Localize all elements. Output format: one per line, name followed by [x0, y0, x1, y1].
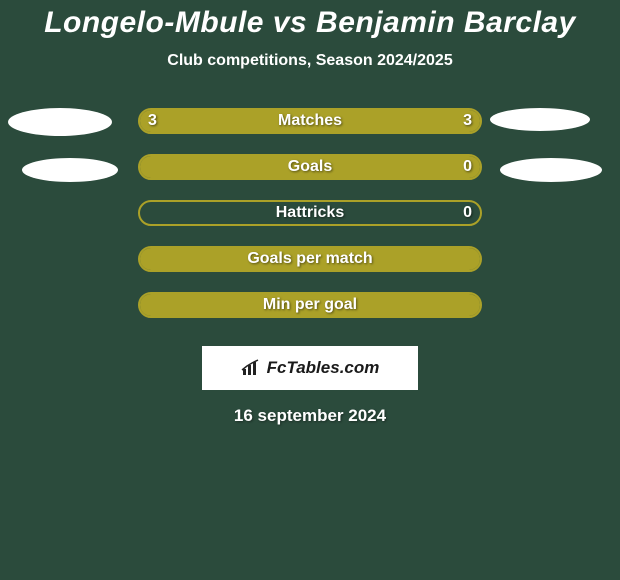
stat-row: Goals0 [0, 154, 620, 200]
stat-row: Matches33 [0, 108, 620, 154]
bar-fill-left [140, 156, 480, 178]
bar-track [138, 108, 482, 134]
logo: FcTables.com [241, 358, 380, 378]
logo-box: FcTables.com [202, 346, 418, 390]
bar-fill-left [140, 110, 310, 132]
bar-fill-left [140, 294, 480, 316]
comparison-infographic: Longelo-Mbule vs Benjamin Barclay Club c… [0, 0, 620, 580]
page-title: Longelo-Mbule vs Benjamin Barclay [0, 0, 620, 40]
subtitle: Club competitions, Season 2024/2025 [0, 52, 620, 70]
date: 16 september 2024 [0, 406, 620, 426]
bar-fill-right [310, 110, 480, 132]
chart-icon [241, 359, 263, 377]
stats-area: Matches33Goals0Hattricks0Goals per match… [0, 108, 620, 338]
bar-track [138, 292, 482, 318]
stat-row: Min per goal [0, 292, 620, 338]
logo-text: FcTables.com [267, 358, 380, 378]
bar-fill-left [140, 248, 480, 270]
bar-track [138, 154, 482, 180]
stat-row: Hattricks0 [0, 200, 620, 246]
bar-track [138, 200, 482, 226]
stat-row: Goals per match [0, 246, 620, 292]
bar-track [138, 246, 482, 272]
